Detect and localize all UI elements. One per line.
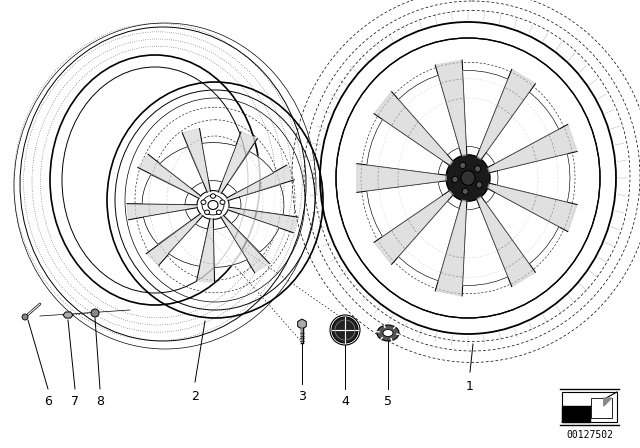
Polygon shape bbox=[488, 125, 577, 173]
Ellipse shape bbox=[201, 200, 206, 204]
Ellipse shape bbox=[93, 311, 97, 314]
Circle shape bbox=[91, 309, 99, 317]
Polygon shape bbox=[182, 129, 211, 192]
Polygon shape bbox=[399, 75, 460, 155]
Polygon shape bbox=[486, 92, 559, 164]
Circle shape bbox=[22, 314, 28, 320]
Polygon shape bbox=[367, 120, 443, 174]
Polygon shape bbox=[227, 151, 274, 193]
Polygon shape bbox=[214, 226, 248, 267]
Polygon shape bbox=[227, 165, 294, 201]
Polygon shape bbox=[232, 214, 279, 252]
Ellipse shape bbox=[211, 194, 216, 198]
Circle shape bbox=[332, 317, 358, 343]
Ellipse shape bbox=[220, 200, 225, 204]
Polygon shape bbox=[138, 154, 201, 198]
Polygon shape bbox=[202, 142, 236, 182]
Polygon shape bbox=[562, 405, 589, 422]
Polygon shape bbox=[127, 204, 197, 220]
Polygon shape bbox=[218, 132, 257, 194]
Polygon shape bbox=[143, 210, 191, 244]
Ellipse shape bbox=[462, 188, 468, 194]
Ellipse shape bbox=[452, 176, 458, 183]
Polygon shape bbox=[477, 197, 536, 287]
Polygon shape bbox=[221, 215, 269, 273]
Ellipse shape bbox=[461, 171, 475, 185]
Polygon shape bbox=[463, 71, 508, 149]
Polygon shape bbox=[488, 183, 577, 232]
Polygon shape bbox=[367, 182, 443, 237]
Polygon shape bbox=[168, 224, 207, 266]
Ellipse shape bbox=[377, 325, 399, 341]
Ellipse shape bbox=[460, 162, 466, 168]
Polygon shape bbox=[591, 398, 611, 418]
Polygon shape bbox=[196, 218, 214, 282]
Polygon shape bbox=[604, 398, 611, 406]
Polygon shape bbox=[142, 175, 189, 205]
Polygon shape bbox=[298, 319, 307, 329]
Ellipse shape bbox=[475, 166, 481, 172]
Text: 1: 1 bbox=[466, 380, 474, 393]
Text: 8: 8 bbox=[96, 395, 104, 408]
Polygon shape bbox=[399, 201, 460, 281]
Polygon shape bbox=[477, 69, 536, 159]
Polygon shape bbox=[435, 60, 467, 156]
Ellipse shape bbox=[216, 210, 221, 215]
Bar bbox=[562, 392, 617, 422]
Text: 00127502: 00127502 bbox=[566, 430, 613, 440]
Text: 3: 3 bbox=[298, 390, 306, 403]
Text: 6: 6 bbox=[44, 395, 52, 408]
Text: 7: 7 bbox=[71, 395, 79, 408]
Polygon shape bbox=[146, 214, 203, 265]
Text: 2: 2 bbox=[191, 390, 199, 403]
Polygon shape bbox=[63, 312, 73, 318]
Ellipse shape bbox=[205, 210, 210, 215]
Polygon shape bbox=[228, 207, 298, 233]
Polygon shape bbox=[486, 192, 559, 264]
Ellipse shape bbox=[476, 182, 483, 188]
Text: 5: 5 bbox=[384, 395, 392, 408]
Polygon shape bbox=[435, 200, 467, 296]
Polygon shape bbox=[239, 185, 284, 215]
Text: 4: 4 bbox=[341, 395, 349, 408]
Polygon shape bbox=[463, 207, 508, 285]
Ellipse shape bbox=[446, 155, 490, 201]
Polygon shape bbox=[497, 154, 570, 202]
Polygon shape bbox=[374, 92, 453, 165]
Ellipse shape bbox=[383, 329, 393, 336]
Polygon shape bbox=[159, 146, 203, 189]
Polygon shape bbox=[357, 164, 446, 192]
Polygon shape bbox=[374, 191, 453, 264]
